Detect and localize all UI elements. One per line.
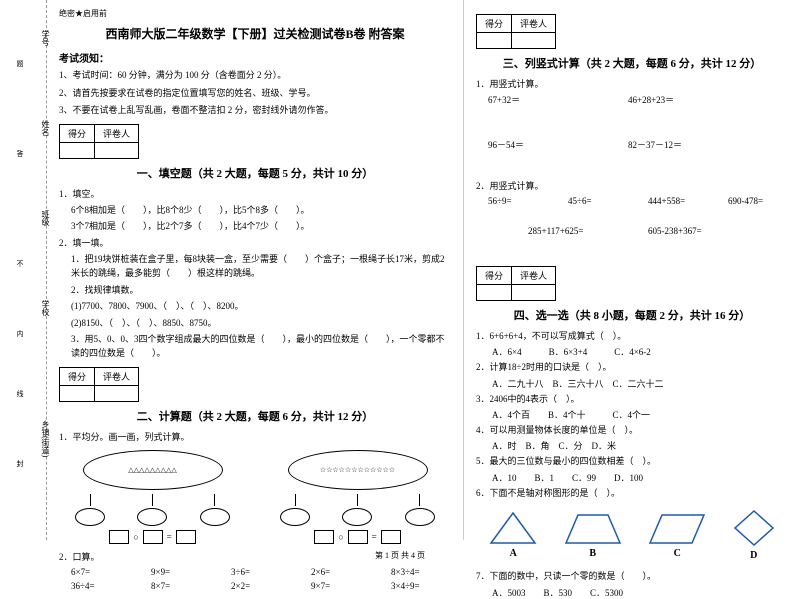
answer-box [314, 530, 334, 544]
calc-item: 96－54＝ [488, 138, 548, 151]
s2-q1: 1．平均分。画一画，列式计算。 [59, 430, 451, 444]
score-cell: 得分 [60, 124, 95, 142]
s4-item: 1．6+6+6+4，不可以写成算式（ ）。 [476, 329, 788, 343]
choice-opts: A．时 B．角 C．分 D．米 [476, 439, 788, 452]
reviewer-cell: 评卷人 [95, 124, 139, 142]
section-2-title: 二、计算题（共 2 大题，每题 6 分，共计 12 分） [59, 408, 451, 424]
calc-row: 6×7=9×9=3÷6=2×6=8×3÷4= [59, 567, 451, 577]
s4-item: 4．可以用测量物体长度的单位是（ ）。 [476, 423, 788, 437]
notice-item: 3、不要在试卷上乱写乱画，卷面不整洁扣 2 分，密封线外请勿作答。 [59, 104, 451, 118]
binding-label: 学号 [40, 30, 51, 46]
calc-item: 45÷6= [568, 196, 628, 206]
big-oval: △△△△△△△△△ [83, 450, 223, 490]
calc-item: 605-238+367= [648, 226, 708, 236]
exam-title: 西南师大版二年级数学【下册】过关检测试卷B卷 附答案 [59, 25, 451, 42]
choice-opts: A．10 B．1 C．99 D．100 [476, 471, 788, 484]
score-cell: 得分 [477, 266, 512, 284]
reviewer-cell: 评卷人 [512, 266, 556, 284]
small-oval [75, 508, 105, 526]
answer-box [348, 530, 368, 544]
q1-line: 6个8相加是（ ），比8个8少（ ），比5个8多（ ）。 [59, 203, 451, 217]
answer-box [381, 530, 401, 544]
q1-line: 3个7相加是（ ），比2个7多（ ），比4个7少（ ）。 [59, 219, 451, 233]
calc-item: 56÷9= [488, 196, 548, 206]
calc-item: 82－37－12＝ [628, 138, 688, 151]
calc-item: 444+558= [648, 196, 708, 206]
q2: 2．填一填。 [59, 236, 451, 250]
oval-diagram: △△△△△△△△△ ○ = ☆☆☆☆☆☆☆☆☆☆☆☆ ○ = [59, 450, 451, 544]
seal-char: 线 [15, 390, 25, 397]
notice-heading: 考试须知： [59, 50, 451, 65]
secret-label: 绝密★启用前 [59, 8, 451, 19]
eq: = [372, 532, 377, 542]
q1: 1．填空。 [59, 187, 451, 201]
small-oval [200, 508, 230, 526]
score-table: 得分评卷人 [476, 266, 556, 301]
calc-item: 690-478= [728, 196, 788, 206]
binding-label: 姓名 [40, 120, 51, 136]
q2-line: (1)7700、7800、7900、（ ）、（ ）、8200。 [59, 299, 451, 313]
binding-label: 学校 [40, 300, 51, 316]
section-1-title: 一、填空题（共 2 大题，每题 5 分，共计 10 分） [59, 165, 451, 181]
triangle-icon [488, 510, 538, 546]
right-column: 得分评卷人 三、列竖式计算（共 2 大题，每题 6 分，共计 12 分） 1．用… [464, 0, 800, 540]
score-table: 得分评卷人 [476, 14, 556, 49]
seal-char: 答 [15, 150, 25, 157]
seal-char: 内 [15, 330, 25, 337]
s3-q2: 2．用竖式计算。 [476, 179, 788, 193]
choice-opts: A．4个百 B．4个十 C．4个一 [476, 408, 788, 421]
small-oval [280, 508, 310, 526]
choice-opts: A．5003 B．530 C．5300 [476, 586, 788, 599]
seal-char: 题 [15, 60, 25, 67]
op: ○ [338, 532, 343, 542]
trapezoid-icon [563, 510, 623, 546]
section-3-title: 三、列竖式计算（共 2 大题，每题 6 分，共计 12 分） [476, 55, 788, 71]
s4-item: 5．最大的三位数与最小的四位数相差（ ）。 [476, 454, 788, 468]
score-cell: 得分 [60, 367, 95, 385]
small-oval [137, 508, 167, 526]
score-table: 得分评卷人 [59, 124, 139, 159]
section-4-title: 四、选一选（共 8 小题，每题 2 分，共计 16 分） [476, 307, 788, 323]
q2-line: (2)8150、（ ）、（ ）、8850、8750。 [59, 316, 451, 330]
reviewer-cell: 评卷人 [95, 367, 139, 385]
seal-char: 不 [15, 260, 25, 267]
answer-box [176, 530, 196, 544]
s4-item: 3．2406中的4表示（ ）。 [476, 392, 788, 406]
score-cell: 得分 [477, 15, 512, 33]
binding-margin: 学号 姓名 班级 学校 乡镇(街道) 题 答 不 内 线 封 [0, 0, 47, 540]
s4-item: 6．下面不是轴对称图形的是（ ）。 [476, 486, 788, 500]
q2-line: 3．用5、0、0、3四个数字组成最大的四位数是（ ），最小的四位数是（ ），一个… [59, 332, 451, 361]
s4-item: 7．下面的数中，只读一个零的数是（ ）。 [476, 569, 788, 583]
eq: = [167, 532, 172, 542]
score-table: 得分评卷人 [59, 367, 139, 402]
page-footer: 第 1 页 共 4 页 [0, 544, 800, 561]
answer-box [109, 530, 129, 544]
notice-item: 2、请首先按要求在试卷的指定位置填写您的姓名、班级、学号。 [59, 87, 451, 101]
calc-item: 285+117+625= [528, 226, 588, 236]
calc-item: 67+32＝ [488, 93, 548, 106]
answer-box [143, 530, 163, 544]
rhombus-icon [732, 508, 776, 548]
binding-label: 班级 [40, 210, 51, 226]
small-oval [405, 508, 435, 526]
calc-item: 46+28+23＝ [628, 93, 688, 106]
choice-opts: A．6×4 B．6×3+4 C．4×6-2 [476, 345, 788, 358]
calc-row: 36÷4=8×7=2×2=9×7=3×4÷9= [59, 581, 451, 591]
parallelogram-icon [647, 510, 707, 546]
binding-label: 乡镇(街道) [40, 420, 51, 457]
notice-item: 1、考试时间：60 分钟，满分为 100 分（含卷面分 2 分）。 [59, 69, 451, 83]
small-oval [342, 508, 372, 526]
big-oval: ☆☆☆☆☆☆☆☆☆☆☆☆ [288, 450, 428, 490]
q2-line: 1．把19块饼桩装在盒子里，每8块装一盒，至少需要（ ）个盒子；一根绳子长17米… [59, 252, 451, 281]
seal-char: 封 [15, 460, 25, 467]
choice-opts: A．二九十八 B．三六十八 C．二六十二 [476, 377, 788, 390]
s4-item: 2．计算18÷2时用的口诀是（ ）。 [476, 360, 788, 374]
q2-line: 2．找规律填数。 [59, 283, 451, 297]
reviewer-cell: 评卷人 [512, 15, 556, 33]
s3-q1: 1．用竖式计算。 [476, 77, 788, 91]
op: ○ [133, 532, 138, 542]
left-column: 绝密★启用前 西南师大版二年级数学【下册】过关检测试卷B卷 附答案 考试须知： … [47, 0, 464, 540]
